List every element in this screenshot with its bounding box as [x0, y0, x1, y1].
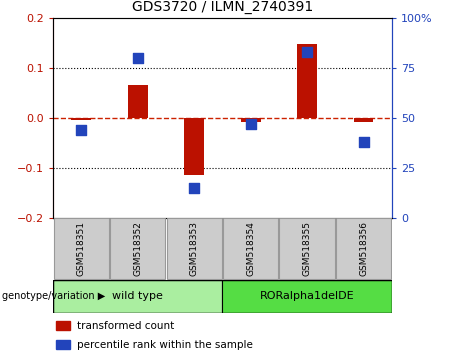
Bar	[279, 218, 335, 279]
Text: GSM518351: GSM518351	[77, 221, 86, 276]
Text: genotype/variation ▶: genotype/variation ▶	[2, 291, 106, 302]
Point	[360, 139, 367, 144]
Bar	[336, 218, 391, 279]
Text: transformed count: transformed count	[77, 321, 174, 331]
Text: GSM518352: GSM518352	[133, 221, 142, 276]
Point	[190, 185, 198, 190]
Bar	[56, 341, 70, 349]
Bar	[241, 118, 260, 122]
Bar	[53, 218, 109, 279]
Point	[303, 49, 311, 55]
Text: RORalpha1delDE: RORalpha1delDE	[260, 291, 355, 302]
Bar	[128, 85, 148, 118]
Bar	[56, 321, 70, 330]
Text: GSM518355: GSM518355	[302, 221, 312, 276]
Bar	[222, 280, 392, 313]
Bar	[166, 218, 222, 279]
Bar	[110, 218, 165, 279]
Bar	[223, 218, 278, 279]
Point	[77, 127, 85, 132]
Bar	[297, 44, 317, 118]
Bar	[354, 118, 373, 122]
Text: GSM518356: GSM518356	[359, 221, 368, 276]
Title: GDS3720 / ILMN_2740391: GDS3720 / ILMN_2740391	[132, 0, 313, 14]
Text: wild type: wild type	[112, 291, 163, 302]
Text: percentile rank within the sample: percentile rank within the sample	[77, 340, 253, 350]
Bar	[71, 118, 91, 120]
Point	[247, 121, 254, 126]
Bar	[184, 118, 204, 175]
Text: GSM518353: GSM518353	[189, 221, 199, 276]
Point	[134, 55, 142, 61]
Bar	[53, 280, 222, 313]
Text: GSM518354: GSM518354	[246, 221, 255, 276]
